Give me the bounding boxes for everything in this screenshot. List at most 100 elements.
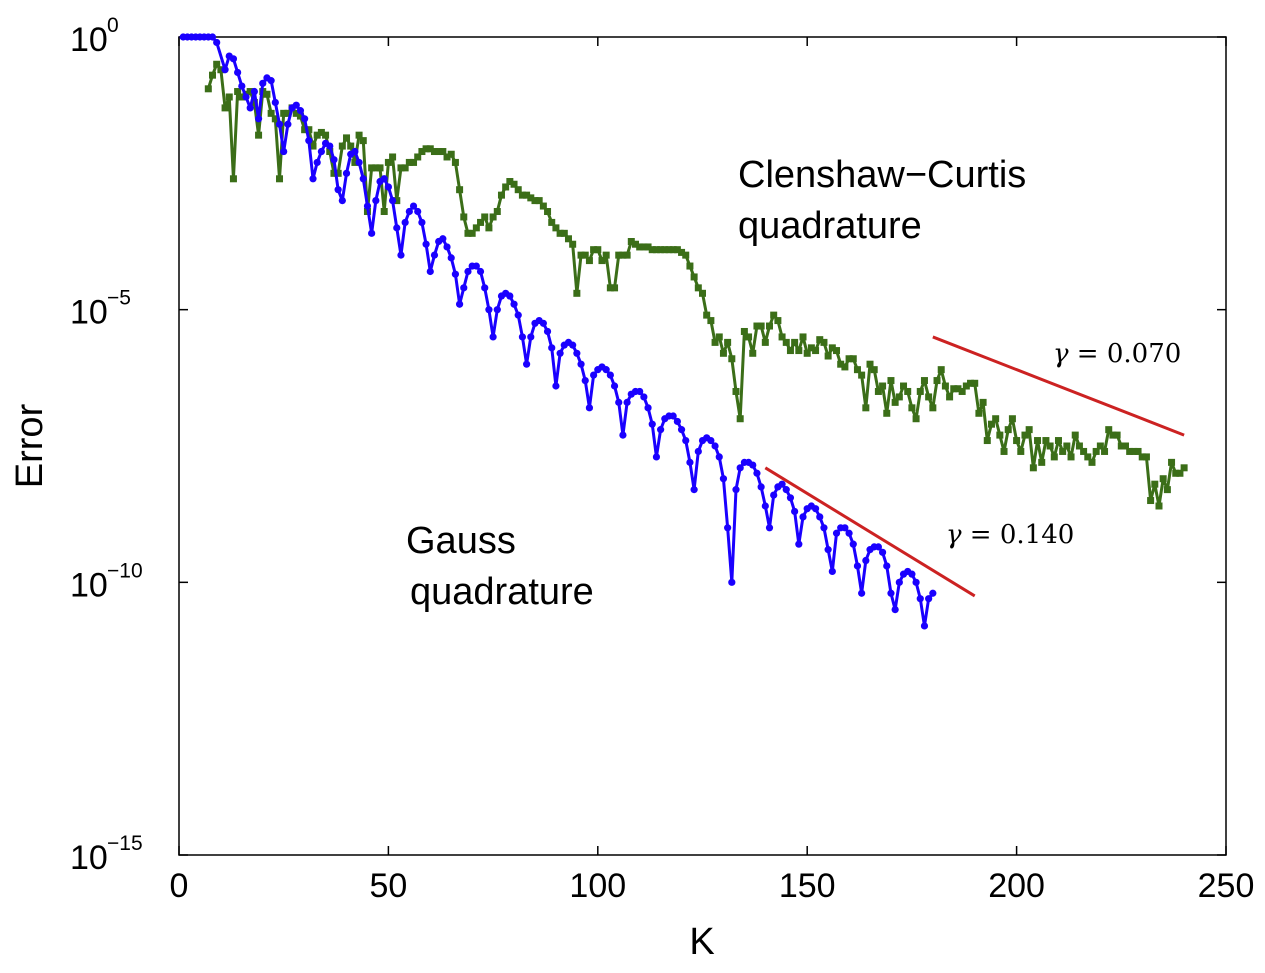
data-point	[841, 524, 849, 532]
data-point	[435, 148, 443, 156]
data-point	[317, 147, 325, 156]
data-point	[322, 131, 330, 139]
y-tick-exponent: −5	[107, 287, 131, 310]
data-point	[485, 306, 493, 314]
data-point	[916, 387, 924, 395]
data-point	[313, 131, 321, 139]
data-point	[523, 360, 531, 368]
data-point	[858, 371, 866, 379]
data-point	[1080, 447, 1088, 455]
y-tick-exponent: −15	[107, 832, 143, 855]
data-point	[845, 355, 853, 363]
data-point	[753, 322, 761, 330]
data-point	[426, 267, 434, 276]
data-point	[732, 486, 740, 494]
data-point	[221, 104, 229, 112]
data-point	[611, 284, 619, 292]
data-point	[778, 480, 786, 488]
data-point	[439, 148, 447, 156]
gamma-cc-label: γ = 0.070	[1053, 339, 1181, 369]
data-point	[1105, 426, 1113, 434]
data-point	[573, 289, 581, 297]
data-point	[916, 595, 924, 603]
data-point	[598, 257, 606, 265]
data-point	[1008, 415, 1016, 423]
data-point	[368, 164, 376, 172]
data-point	[397, 251, 405, 259]
data-point	[652, 246, 660, 254]
data-point	[828, 567, 836, 576]
data-point	[602, 251, 610, 259]
data-point	[510, 300, 518, 308]
data-point	[569, 240, 577, 248]
data-point	[527, 194, 535, 202]
data-point	[1126, 447, 1134, 455]
data-point	[690, 486, 698, 494]
data-point	[904, 387, 912, 395]
data-point	[514, 311, 522, 319]
data-point	[476, 267, 485, 276]
data-point	[874, 543, 882, 551]
data-point	[631, 240, 639, 248]
data-point	[640, 243, 648, 251]
data-point	[539, 319, 547, 327]
data-point	[426, 145, 434, 153]
data-point	[456, 186, 464, 194]
data-point	[841, 363, 849, 371]
data-point	[1155, 502, 1163, 510]
data-point	[824, 546, 832, 554]
data-point	[673, 417, 681, 426]
data-point	[468, 229, 476, 237]
data-point	[1059, 447, 1067, 455]
data-point	[661, 246, 669, 254]
data-point	[472, 224, 480, 232]
y-tick-label: 10	[70, 566, 108, 604]
data-point	[518, 191, 526, 199]
data-point	[1042, 437, 1050, 445]
y-tick-label: 10	[70, 839, 108, 877]
data-point	[372, 197, 380, 205]
data-point	[925, 595, 933, 603]
data-point	[795, 540, 803, 548]
data-point	[694, 284, 702, 292]
data-point	[276, 175, 284, 183]
data-point	[812, 347, 820, 355]
data-point	[648, 246, 656, 254]
data-point	[326, 142, 334, 150]
data-point	[786, 494, 795, 502]
data-point	[724, 338, 732, 346]
x-tick-label: 150	[779, 867, 836, 905]
data-point	[489, 333, 497, 341]
y-tick-exponent: 0	[107, 14, 119, 37]
data-point	[359, 175, 367, 183]
data-point	[225, 93, 233, 101]
data-point	[682, 436, 690, 445]
data-point	[615, 398, 623, 406]
data-point	[803, 349, 811, 357]
data-point	[1147, 497, 1155, 505]
data-point	[242, 93, 250, 101]
data-point	[422, 145, 430, 153]
data-point	[900, 382, 908, 390]
x-tick-label: 0	[170, 867, 189, 905]
data-point	[753, 469, 761, 477]
data-point	[1029, 464, 1037, 472]
data-point	[351, 147, 359, 156]
data-point	[749, 349, 757, 357]
data-point	[636, 387, 644, 396]
data-point	[665, 246, 673, 254]
data-point	[401, 164, 409, 172]
data-point	[1013, 437, 1021, 445]
data-point	[209, 71, 217, 79]
data-point	[1075, 442, 1083, 450]
data-point	[292, 109, 300, 117]
data-point	[259, 79, 267, 87]
data-point	[719, 475, 728, 483]
data-point	[267, 77, 275, 85]
data-point	[816, 336, 824, 344]
data-point	[208, 33, 217, 41]
data-point	[523, 191, 531, 199]
data-point	[1176, 469, 1184, 477]
data-point	[502, 183, 510, 191]
data-point	[393, 224, 401, 232]
